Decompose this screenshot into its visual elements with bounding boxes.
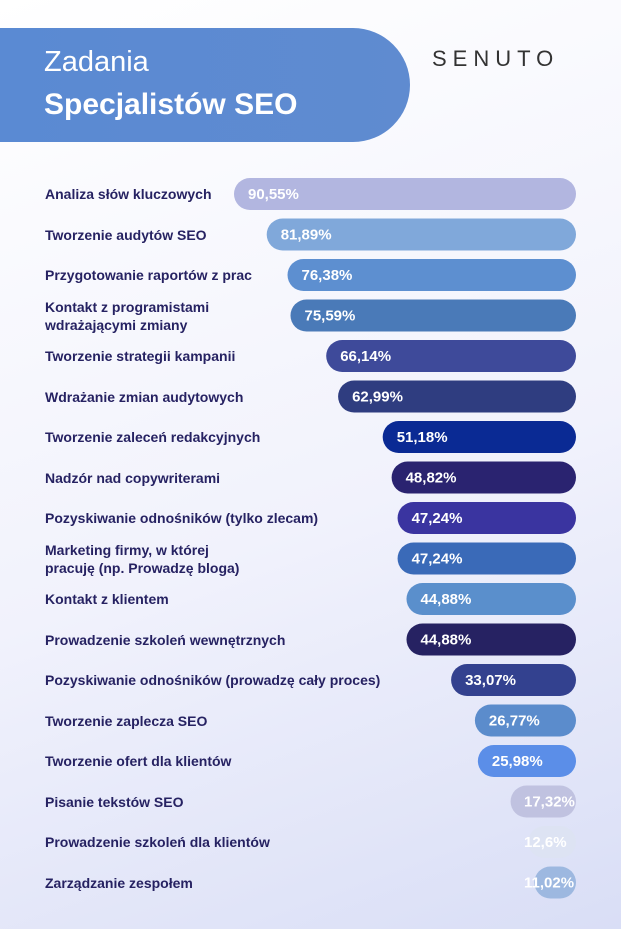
value-label: 47,24%: [412, 510, 463, 527]
category-label: Tworzenie zaleceń redakcyjnych: [45, 429, 261, 445]
bar: [477, 745, 576, 777]
category-label: Przygotowanie raportów z prac: [45, 267, 252, 283]
category-label: Pisanie tekstów SEO: [45, 793, 184, 810]
category-label: Tworzenie strategii kampanii: [45, 348, 236, 364]
category-label: Prowadzenie szkoleń dla klientów: [45, 834, 270, 850]
subtitle: Specjalistów SEO: [44, 88, 298, 121]
value-label: 48,82%: [406, 469, 457, 486]
value-label: 44,88%: [420, 631, 471, 648]
category-label: Pozyskiwanie odnośników (prowadzę cały p…: [45, 672, 381, 688]
bar: [287, 259, 576, 291]
category-label: Tworzenie ofert dla klientów: [45, 753, 232, 769]
category-label: Kontakt z klientem: [45, 591, 169, 607]
value-label: 33,07%: [465, 672, 516, 689]
bar: [338, 380, 576, 413]
bar: [474, 704, 576, 737]
category-label: Tworzenie zaplecza SEO: [45, 712, 208, 729]
bar: [510, 785, 576, 818]
value-label: 11,02%: [524, 874, 574, 891]
value-label: 90,55%: [248, 186, 299, 203]
bar: [534, 866, 576, 899]
bar: [528, 826, 576, 858]
value-label: 26,77%: [489, 712, 540, 729]
bar: [391, 461, 576, 494]
value-label: 12,6%: [524, 834, 567, 851]
category-label: Kontakt z programistami wdrażającymi zmi…: [45, 298, 210, 333]
value-label: 44,88%: [420, 591, 471, 608]
bar: [406, 583, 576, 615]
bar: [290, 299, 576, 332]
bar: [397, 542, 576, 575]
category-label: Marketing firmy, w której pracuję (np. P…: [45, 541, 240, 576]
value-label: 66,14%: [340, 348, 391, 365]
bar: [451, 664, 576, 696]
value-label: 17,32%: [524, 793, 575, 810]
category-label: Zarządzanie zespołem: [45, 874, 193, 891]
value-label: 25,98%: [492, 753, 543, 770]
title: Zadania: [44, 46, 149, 78]
bar: [266, 218, 576, 251]
value-label: 75,59%: [304, 307, 355, 324]
category-label: Pozyskiwanie odnośników (tylko zlecam): [45, 510, 319, 526]
bar: [326, 340, 576, 372]
value-label: 47,24%: [412, 550, 463, 567]
value-label: 76,38%: [302, 267, 353, 284]
value-label: 81,89%: [281, 226, 332, 243]
bar: [397, 502, 576, 534]
logo: SENUTO: [432, 46, 560, 71]
title-banner: [0, 28, 410, 142]
value-label: 51,18%: [397, 429, 448, 446]
category-label: Prowadzenie szkoleń wewnętrznych: [45, 631, 286, 648]
bar: [233, 178, 576, 210]
bar: [382, 421, 576, 453]
value-label: 62,99%: [352, 388, 403, 405]
category-label: Tworzenie audytów SEO: [45, 226, 207, 243]
bar: [406, 623, 576, 656]
category-label: Nadzór nad copywriterami: [45, 469, 221, 486]
category-label: Wdrażanie zmian audytowych: [45, 388, 244, 405]
category-label: Analiza słów kluczowych: [45, 186, 212, 202]
